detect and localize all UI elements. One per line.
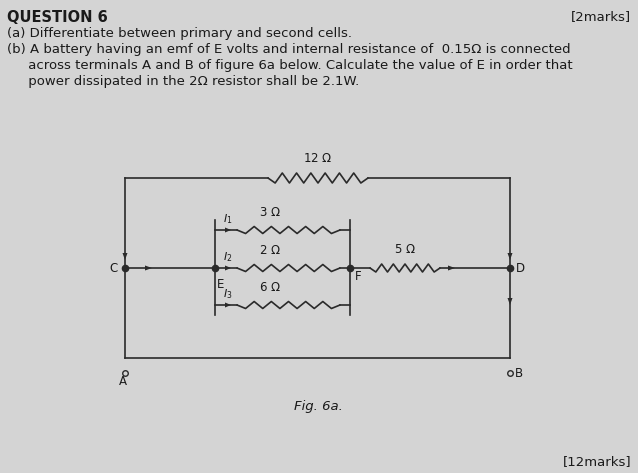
Text: F: F: [355, 270, 362, 283]
Text: D: D: [516, 262, 525, 274]
Polygon shape: [448, 265, 455, 271]
Text: (a) Differentiate between primary and second cells.: (a) Differentiate between primary and se…: [7, 27, 352, 40]
Text: $I_3$: $I_3$: [223, 287, 232, 301]
Polygon shape: [225, 228, 231, 233]
Text: 2 $\Omega$: 2 $\Omega$: [259, 244, 281, 257]
Polygon shape: [225, 265, 231, 271]
Text: 12 $\Omega$: 12 $\Omega$: [303, 152, 332, 165]
Text: power dissipated in the 2Ω resistor shall be 2.1W.: power dissipated in the 2Ω resistor shal…: [7, 75, 359, 88]
Text: [12marks]: [12marks]: [562, 455, 631, 468]
Text: across terminals A and B of figure 6a below. Calculate the value of E in order t: across terminals A and B of figure 6a be…: [7, 59, 573, 72]
Polygon shape: [507, 253, 512, 260]
Polygon shape: [507, 298, 512, 305]
Polygon shape: [122, 253, 128, 260]
Text: (b) A battery having an emf of E volts and internal resistance of  0.15Ω is conn: (b) A battery having an emf of E volts a…: [7, 43, 570, 56]
Polygon shape: [145, 265, 152, 271]
Text: A: A: [119, 375, 127, 388]
Text: 3 $\Omega$: 3 $\Omega$: [259, 206, 281, 219]
Polygon shape: [225, 303, 231, 307]
Text: $I_1$: $I_1$: [223, 212, 232, 226]
Text: Fig. 6a.: Fig. 6a.: [293, 400, 343, 413]
Text: 5 $\Omega$: 5 $\Omega$: [394, 243, 416, 256]
Text: [2marks]: [2marks]: [571, 10, 631, 23]
Text: B: B: [515, 367, 523, 379]
Text: QUESTION 6: QUESTION 6: [7, 10, 108, 25]
Text: 6 $\Omega$: 6 $\Omega$: [259, 281, 281, 294]
Text: $I_2$: $I_2$: [223, 250, 232, 264]
Text: C: C: [110, 262, 118, 274]
Text: E: E: [217, 278, 225, 291]
